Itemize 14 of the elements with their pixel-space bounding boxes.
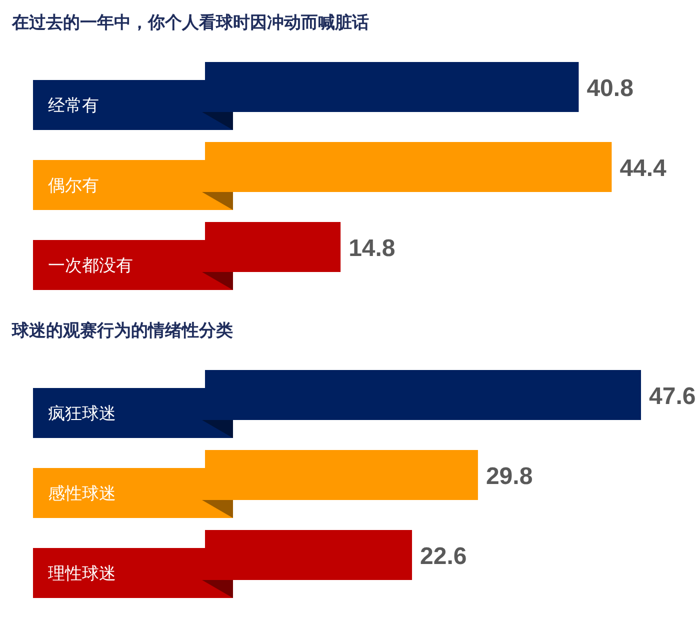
data-label: 40.8 bbox=[586, 75, 634, 102]
y-tick-label: 一次都没有 bbox=[48, 256, 133, 275]
chart-title: 在过去的一年中，你个人看球时因冲动而喊脏话 bbox=[11, 13, 369, 32]
data-label: 14.8 bbox=[348, 235, 396, 262]
data-label: 29.8 bbox=[486, 463, 533, 490]
chart-title: 球迷的观赛行为的情绪性分类 bbox=[11, 321, 233, 340]
y-tick-label: 理性球迷 bbox=[48, 564, 116, 583]
data-label: 22.6 bbox=[420, 543, 467, 570]
data-label: 47.6 bbox=[649, 383, 696, 410]
y-tick-label: 疯狂球迷 bbox=[48, 404, 116, 423]
y-tick-label: 经常有 bbox=[48, 96, 99, 115]
y-tick-label: 感性球迷 bbox=[48, 484, 116, 503]
data-label: 44.4 bbox=[620, 155, 668, 182]
y-tick-label: 偶尔有 bbox=[48, 176, 99, 195]
